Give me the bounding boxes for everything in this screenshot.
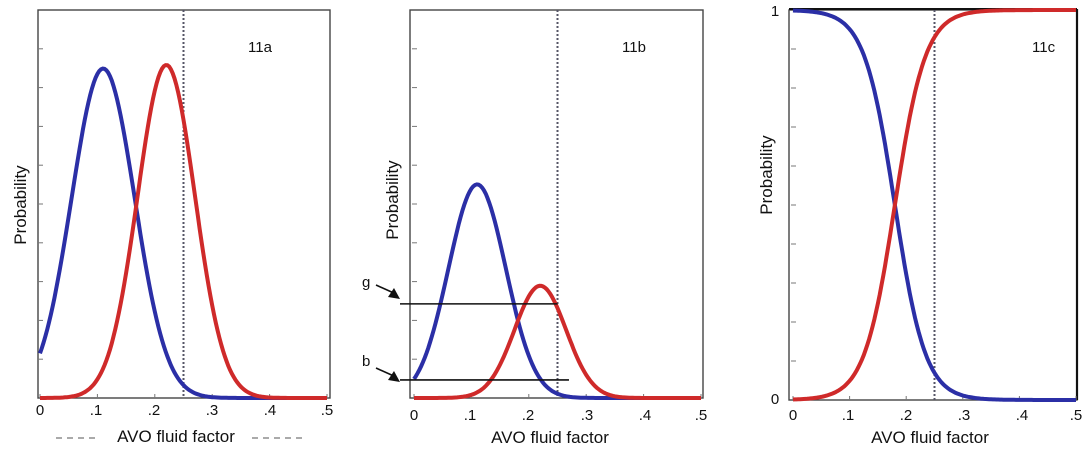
x-tick-label: .2 [522, 407, 535, 424]
x-tick-label: .5 [321, 402, 334, 419]
arrow-icon [388, 371, 400, 382]
y-axis-label-11c: Probability [757, 135, 776, 215]
x-axis-label-11c: AVO fluid factor [871, 428, 989, 447]
red-curve-11a [40, 63, 327, 400]
annotation-label-b: b [362, 353, 370, 370]
plot-frame-11c [788, 9, 1078, 401]
x-tick-label: .3 [958, 407, 971, 424]
x-tick-labels-11b: 0 .1 .2 .3 .4 .5 [410, 407, 707, 424]
x-tick-labels-11a: 0 .1 .2 .3 .4 .5 [36, 402, 333, 419]
y-tick-label: 1 [771, 3, 779, 20]
x-tick-label: .3 [206, 402, 219, 419]
annotation-label-g: g [362, 274, 370, 291]
red-curve-11b [414, 283, 701, 400]
x-tick-label: .5 [1070, 407, 1083, 424]
y-axis-label-11b: Probability [383, 160, 402, 240]
panel-11c: 11c 1 0 Probability 0 .1 .2 .3 .4 .5 AVO… [757, 3, 1082, 447]
x-tick-label: .4 [264, 402, 277, 419]
y-axis-label-11a: Probability [11, 165, 30, 245]
x-tick-label: .2 [900, 407, 913, 424]
x-axis-label-11b: AVO fluid factor [491, 428, 609, 447]
red-curve-11c [792, 8, 1076, 402]
x-tick-label: .4 [639, 407, 652, 424]
x-tick-labels-11c: 0 .1 .2 .3 .4 .5 [789, 407, 1082, 424]
x-tick-label: .3 [581, 407, 594, 424]
x-tick-label: .2 [148, 402, 161, 419]
panel-title-11b: 11b [622, 39, 646, 56]
blue-curve-11c [792, 8, 1076, 402]
x-tick-label: .1 [842, 407, 855, 424]
x-tick-label: .4 [1016, 407, 1029, 424]
x-tick-label: .1 [90, 402, 103, 419]
x-axis-label-11a: AVO fluid factor [117, 427, 235, 446]
x-tick-label: .5 [695, 407, 708, 424]
panel-11a: 11a Probability 0 .1 .2 .3 .4 .5 AVO flu… [11, 9, 333, 446]
arrow-icon [388, 288, 400, 299]
panel-title-11a: 11a [248, 39, 273, 56]
x-tick-label: 0 [410, 407, 418, 424]
y-tick-label: 0 [771, 391, 779, 408]
x-tick-label: .1 [464, 407, 477, 424]
panel-11b: g b 11b Probability 0 .1 .2 .3 .4 .5 AVO… [362, 9, 707, 447]
x-tick-label: 0 [36, 402, 44, 419]
x-tick-label: 0 [789, 407, 797, 424]
panel-title-11c: 11c [1032, 39, 1056, 56]
